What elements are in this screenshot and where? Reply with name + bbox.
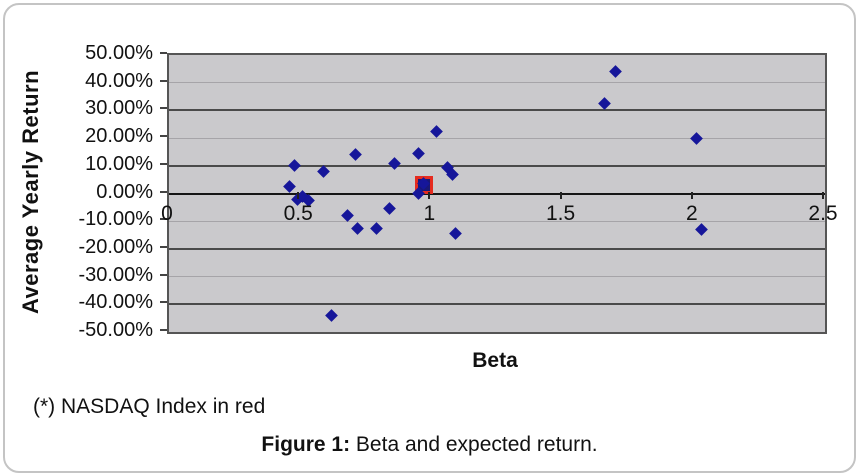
x-tick-label: 1 <box>423 201 436 225</box>
data-point <box>598 97 611 110</box>
data-point <box>388 156 402 170</box>
y-tick-label: -30.00% <box>78 263 154 286</box>
x-tick-label: 1.5 <box>545 201 576 225</box>
figure-caption: Figure 1: Beta and expected return. <box>5 433 854 457</box>
y-tick-mark <box>160 218 167 221</box>
gridline <box>169 303 825 306</box>
y-tick-mark <box>160 107 167 110</box>
gridline <box>169 220 825 222</box>
y-tick-mark <box>160 52 167 54</box>
x-tick-mark <box>428 191 431 199</box>
y-tick-label: 50.00% <box>85 42 153 64</box>
gridline <box>169 276 825 278</box>
y-tick-label: -50.00% <box>78 319 154 341</box>
data-point <box>448 227 462 241</box>
data-point <box>351 221 365 235</box>
data-point <box>348 148 362 162</box>
y-tick-label: 10.00% <box>85 152 153 175</box>
y-tick-mark <box>160 329 167 331</box>
data-point <box>608 65 622 78</box>
data-point <box>690 131 703 145</box>
data-point <box>317 164 331 178</box>
figure-caption-label: Figure 1: <box>261 433 351 456</box>
y-tick-label: 20.00% <box>85 125 153 148</box>
data-point <box>695 223 709 236</box>
y-tick-label: 40.00% <box>85 69 153 92</box>
nasdaq-footnote: (*) NASDAQ Index in red <box>33 395 266 418</box>
x-tick-label: 0.5 <box>283 201 313 225</box>
y-tick-mark <box>160 135 167 138</box>
figure-caption-text: Beta and expected return. <box>350 433 598 456</box>
gridline <box>169 247 825 250</box>
y-tick-mark <box>160 301 167 304</box>
gridline <box>169 109 825 112</box>
y-tick-label: 30.00% <box>85 97 153 120</box>
y-tick-label: 0.00% <box>96 180 153 203</box>
y-tick-mark <box>160 190 167 193</box>
y-tick-mark <box>160 79 167 82</box>
x-tick-label: 2 <box>685 201 698 225</box>
gridline <box>169 164 825 167</box>
x-tick-mark <box>690 191 693 199</box>
data-point <box>369 221 383 235</box>
data-point <box>283 180 297 193</box>
data-point <box>411 146 425 160</box>
y-tick-mark <box>160 162 167 165</box>
x-tick-mark <box>822 191 824 199</box>
x-tick-mark <box>559 191 562 199</box>
data-point <box>288 158 302 172</box>
x-axis-title: Beta <box>472 349 518 372</box>
x-tick-mark <box>297 191 300 199</box>
x-tick-label: 0 <box>161 201 173 225</box>
figure-panel: Average Yearly Return Beta 50.00% 40.00% 3… <box>3 3 856 473</box>
gridline <box>169 137 825 139</box>
y-tick-mark <box>160 273 167 276</box>
gridline <box>169 82 825 84</box>
y-tick-label: -10.00% <box>78 208 154 231</box>
scatter-chart: Average Yearly Return Beta 50.00% 40.00% 3… <box>5 5 858 383</box>
plot-area <box>167 53 827 334</box>
y-tick-mark <box>160 245 167 248</box>
data-point <box>325 309 339 322</box>
y-tick-label: -40.00% <box>78 291 154 314</box>
x-tick-label: 2.5 <box>808 201 838 225</box>
y-tick-label: -20.00% <box>78 235 154 258</box>
data-point <box>430 124 444 138</box>
x-axis-line <box>169 192 825 195</box>
